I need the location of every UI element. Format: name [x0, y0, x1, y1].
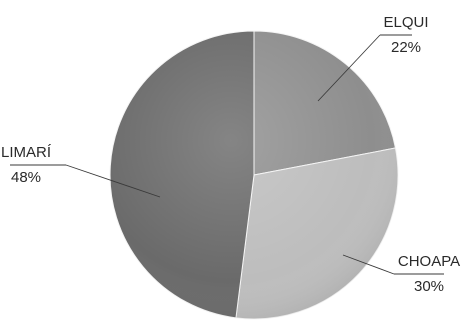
- slice-value-elqui: 22%: [391, 39, 421, 56]
- slice-label-choapa: CHOAPA: [398, 253, 460, 270]
- slice-label-limarí: LIMARÍ: [1, 144, 52, 161]
- slice-leader-line: [342, 254, 395, 275]
- slice-label-elqui: ELQUI: [383, 14, 428, 31]
- pie-labels: ELQUI 22% CHOAPA 30% LIMARÍ 48%: [1, 14, 460, 295]
- pie-slices: [109, 30, 399, 320]
- slice-leader-line: [65, 164, 161, 198]
- slice-value-limarí: 48%: [11, 169, 41, 186]
- pie-slice-limarí: [109, 30, 255, 319]
- slice-leader-line: [317, 34, 381, 102]
- slice-value-choapa: 30%: [414, 278, 444, 295]
- pie-slice-choapa: [235, 147, 399, 320]
